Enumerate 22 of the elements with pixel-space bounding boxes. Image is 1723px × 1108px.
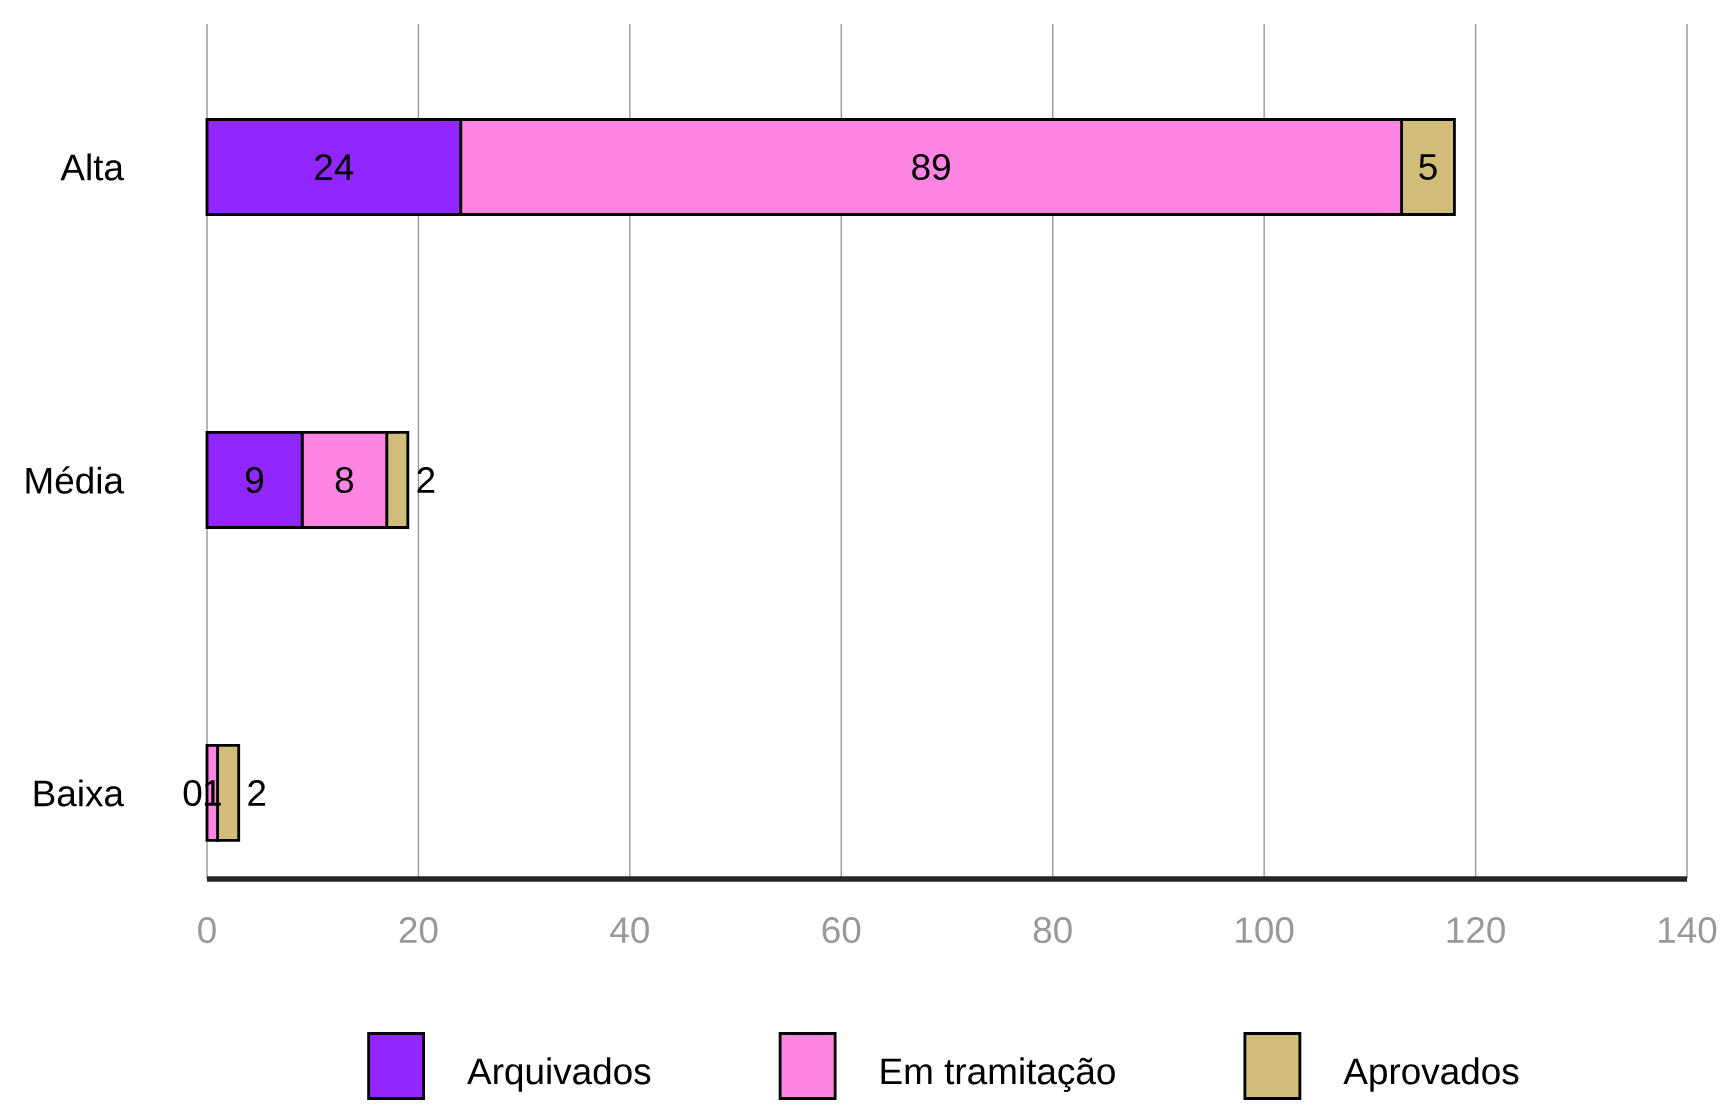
legend-label: Arquivados (467, 1057, 651, 1092)
data-label: 2 (248, 780, 266, 806)
x-tick-label: 80 (1033, 917, 1072, 944)
x-tick-label: 60 (822, 917, 861, 944)
x-tick-label: 100 (1236, 917, 1294, 944)
x-tick-label: 20 (399, 917, 438, 944)
x-tick-label: 40 (610, 917, 649, 944)
y-tick-label: Média (26, 466, 124, 494)
x-tick-label: 0 (198, 917, 216, 944)
y-tick-label: Alta (60, 153, 124, 181)
data-label: 2 (417, 467, 435, 493)
x-tick-label: 140 (1659, 917, 1717, 944)
legend-label: Aprovados (1343, 1057, 1519, 1092)
data-label: 5 (1419, 154, 1437, 180)
y-tick-label: Baixa (34, 779, 124, 807)
data-label: 8 (335, 466, 354, 494)
x-tick-label: 120 (1447, 917, 1505, 944)
data-label: 89 (912, 153, 950, 181)
data-label: 9 (246, 466, 264, 494)
legend-label: Em tramitação (881, 1057, 1115, 1092)
data-label: 0 (183, 779, 202, 807)
data-label: 24 (315, 154, 354, 180)
